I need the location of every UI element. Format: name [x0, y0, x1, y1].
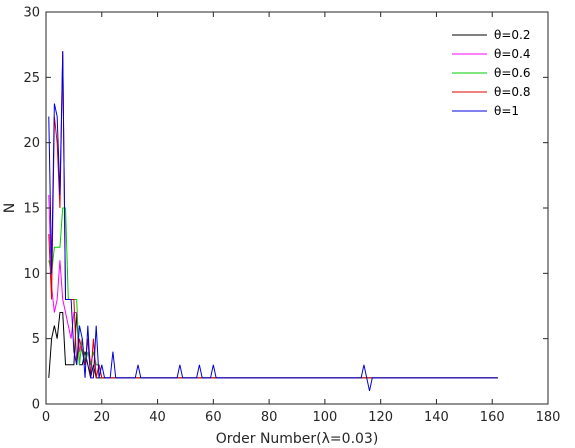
- y-tick-label: 15: [23, 202, 40, 217]
- x-tick-label: 0: [42, 410, 50, 425]
- y-tick-label: 20: [23, 136, 40, 151]
- y-axis-ticks: 0 5 10 15 20 25 30: [23, 6, 548, 413]
- y-tick-label: 10: [23, 267, 40, 282]
- y-tick-label: 5: [32, 332, 40, 347]
- x-tick-label: 160: [480, 410, 505, 425]
- x-axis-label: Order Number(λ=0.03): [216, 431, 379, 447]
- series-lines: [48, 51, 498, 392]
- y-tick-label: 30: [23, 6, 40, 21]
- legend-entry: θ=0.4: [494, 47, 530, 61]
- series-line-5: [48, 51, 498, 392]
- x-tick-label: 60: [205, 410, 222, 425]
- y-tick-label: 25: [23, 71, 40, 86]
- plot-area: [45, 11, 549, 405]
- legend: θ=0.2 θ=0.4 θ=0.6 θ=0.8 θ=1: [452, 28, 530, 118]
- y-axis-label: N: [2, 203, 18, 213]
- legend-entry: θ=0.8: [494, 85, 530, 99]
- y-tick-label: 0: [32, 398, 40, 413]
- x-tick-label: 20: [94, 410, 111, 425]
- x-tick-label: 120: [368, 410, 393, 425]
- legend-entry: θ=0.6: [494, 66, 530, 80]
- x-tick-label: 180: [536, 410, 561, 425]
- x-tick-label: 100: [312, 410, 337, 425]
- x-tick-label: 80: [261, 410, 278, 425]
- x-tick-label: 40: [149, 410, 166, 425]
- x-tick-label: 140: [424, 410, 449, 425]
- x-axis-ticks: 0 20 40 60 80 100 120 140 160 180: [42, 12, 561, 425]
- legend-entry: θ=1: [494, 104, 519, 118]
- legend-entry: θ=0.2: [494, 28, 530, 42]
